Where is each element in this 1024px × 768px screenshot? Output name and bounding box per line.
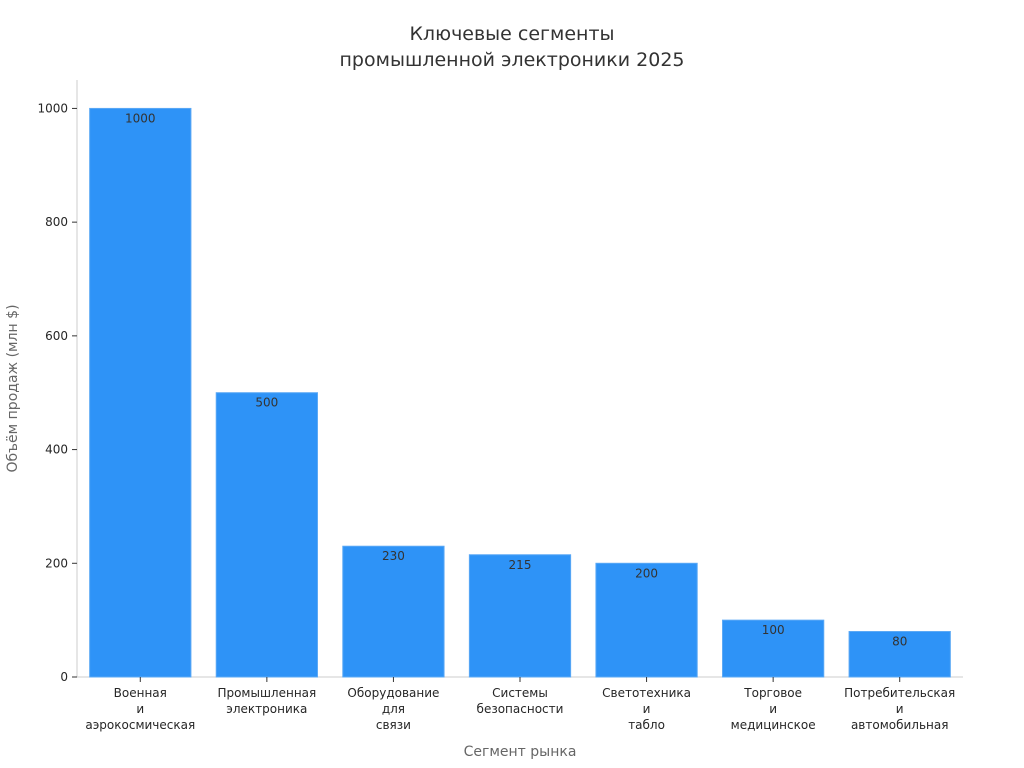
- y-tick-label: 400: [45, 443, 68, 457]
- x-tick-label-line: Военная: [114, 686, 167, 700]
- x-tick-label-line: Торговое: [743, 686, 802, 700]
- x-tick-label-line: Промышленная: [217, 686, 316, 700]
- chart-title: Ключевые сегменты промышленной электрони…: [340, 23, 685, 71]
- x-tick-label: Оборудование для связи: [347, 686, 439, 732]
- bar: [722, 619, 825, 678]
- x-tick-label: Потребительская и автомобильная: [844, 686, 955, 732]
- chart-title-line-1: Ключевые сегменты: [409, 23, 614, 45]
- x-tick-label: Промышленная электроника: [217, 686, 316, 716]
- x-tick-label-line: Системы: [492, 686, 548, 700]
- bar-value-label: 500: [255, 396, 278, 410]
- bar-value-label: 200: [635, 566, 658, 580]
- x-tick-label-line: связи: [376, 718, 411, 732]
- bar-value-label: 230: [382, 549, 405, 563]
- chart-title-line-2: промышленной электроники 2025: [340, 49, 685, 71]
- x-tick-label: Светотехника и табло: [602, 686, 691, 732]
- bar-value-label: 100: [762, 623, 785, 637]
- x-tick-label-line: и: [136, 702, 144, 716]
- y-axis-ticks: 0 200 400 600 800 1000: [37, 101, 77, 684]
- x-tick-label-line: и: [643, 702, 651, 716]
- x-tick-label-line: Оборудование: [347, 686, 439, 700]
- x-tick-label-line: для: [382, 702, 405, 716]
- bar: [848, 631, 951, 678]
- x-tick-label: Торговое и медицинское: [731, 686, 816, 732]
- bar: [468, 554, 572, 678]
- bar: [595, 562, 698, 678]
- bar: [89, 107, 192, 678]
- x-tick-label-line: электроника: [226, 702, 307, 716]
- y-tick-label: 600: [45, 329, 68, 343]
- x-tick-label-line: безопасности: [477, 702, 564, 716]
- x-tick-label-line: и: [896, 702, 904, 716]
- x-tick-label-line: Потребительская: [844, 686, 955, 700]
- y-tick-label: 200: [45, 556, 68, 570]
- bar-value-label: 215: [509, 558, 532, 572]
- bar: [342, 545, 445, 678]
- y-tick-label: 800: [45, 215, 68, 229]
- bar-value-label: 1000: [125, 111, 156, 125]
- x-tick-label-line: автомобильная: [851, 718, 949, 732]
- bar-value-label: 80: [892, 635, 907, 649]
- x-tick-label-line: медицинское: [731, 718, 816, 732]
- x-axis-title: Сегмент рынка: [464, 744, 577, 760]
- bar: [215, 392, 318, 678]
- y-tick-label: 1000: [37, 101, 68, 115]
- x-tick-label-line: Светотехника: [602, 686, 691, 700]
- y-tick-label: 0: [60, 670, 68, 684]
- x-tick-label-line: и: [769, 702, 777, 716]
- x-tick-label-line: табло: [628, 718, 665, 732]
- y-axis-title: Объём продаж (млн $): [5, 304, 21, 472]
- bars: 1000 500 230 215 200 100 80: [89, 107, 951, 678]
- x-tick-label: Системы безопасности: [477, 686, 564, 716]
- x-axis-ticks: Военная и аэрокосмическая Промышленная элект…: [85, 677, 955, 732]
- x-tick-label: Военная и аэрокосмическая: [85, 686, 195, 732]
- x-tick-label-line: аэрокосмическая: [85, 718, 195, 732]
